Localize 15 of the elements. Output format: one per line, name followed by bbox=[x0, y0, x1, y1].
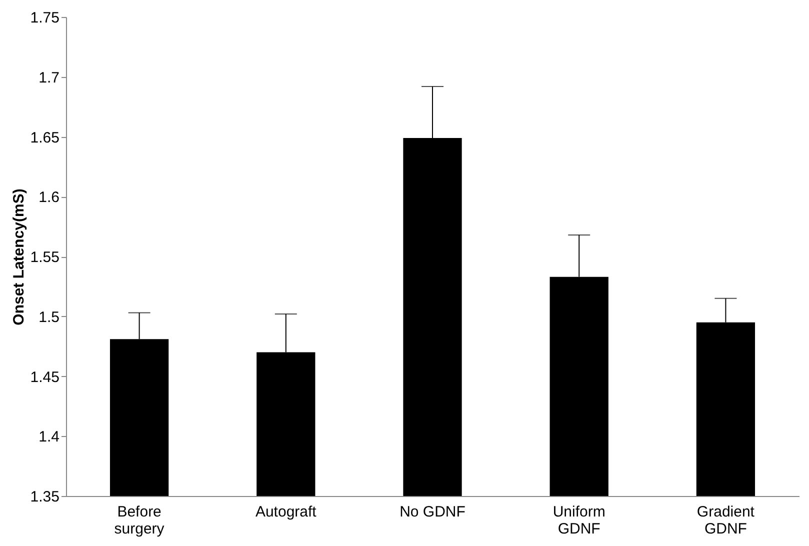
y-tick-label: 1.7 bbox=[38, 69, 60, 86]
x-tick-label: Autograft bbox=[255, 504, 318, 520]
x-tick-label: Gradient GDNF bbox=[696, 504, 756, 538]
y-tick-label: 1.65 bbox=[30, 129, 60, 146]
x-tick-label: Uniform GDNF bbox=[552, 504, 606, 538]
y-tick-label: 1.35 bbox=[30, 488, 60, 506]
y-tick-label: 1.4 bbox=[38, 428, 60, 446]
y-tick-label: 1.55 bbox=[30, 249, 60, 266]
y-tick-label: 1.75 bbox=[30, 10, 60, 26]
y-tick-label: 1.45 bbox=[30, 368, 60, 386]
x-tick-label: No GDNF bbox=[400, 504, 466, 520]
y-tick-label: 1.6 bbox=[38, 189, 60, 206]
y-tick-label: 1.5 bbox=[38, 308, 60, 326]
y-axis-title: Onset Latency(mS) bbox=[10, 188, 28, 326]
x-tick-label: Before surgery bbox=[114, 504, 165, 538]
